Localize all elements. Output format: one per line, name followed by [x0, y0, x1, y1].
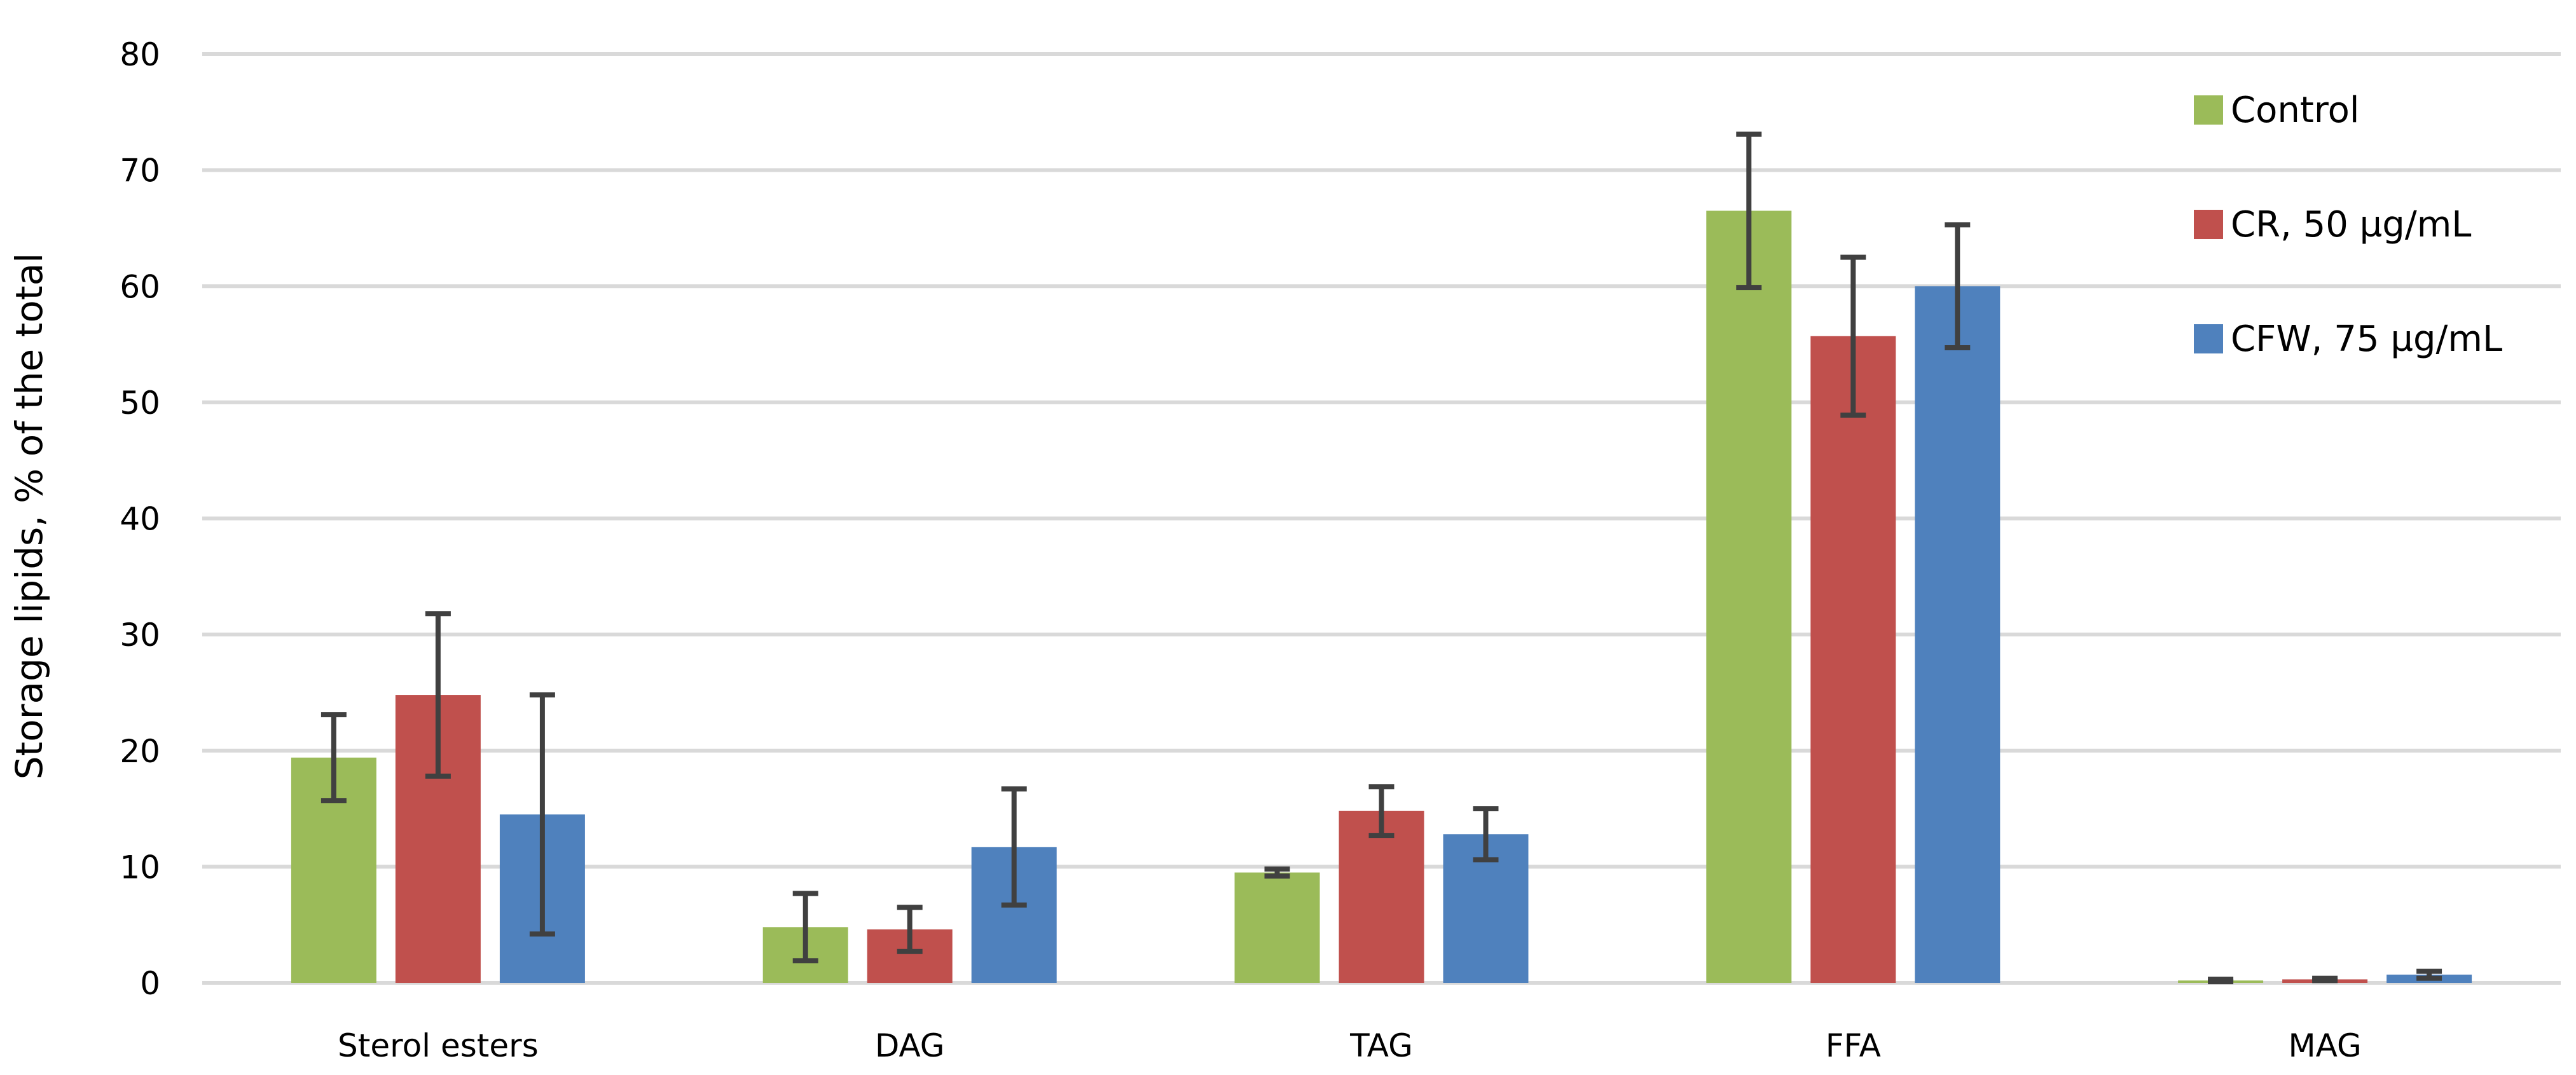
error-bar — [425, 611, 451, 779]
error-bar — [792, 891, 818, 964]
legend-entry: CFW, 75 µg/mL — [2194, 318, 2502, 360]
y-tick-label: 60 — [120, 268, 160, 305]
error-bar — [1840, 254, 1866, 418]
y-tick-label: 10 — [120, 849, 160, 886]
error-bar — [1945, 222, 1971, 351]
y-axis-title: Storage lipids, % of the total — [8, 253, 51, 780]
x-category-label: TAG — [1349, 1027, 1413, 1064]
y-tick-label: 0 — [140, 965, 160, 1002]
bar — [1706, 210, 1792, 983]
legend-swatch — [2194, 210, 2223, 239]
x-axis-categories: Sterol esters DAG TAG FFA MAG — [338, 1027, 2362, 1064]
bars — [291, 210, 2472, 983]
legend-entry: Control — [2194, 90, 2359, 131]
y-axis-ticks: 0 10 20 30 40 50 60 70 80 — [120, 36, 160, 1002]
x-category-label: MAG — [2288, 1027, 2361, 1064]
y-tick-label: 50 — [120, 385, 160, 421]
legend-swatch — [2194, 95, 2223, 125]
error-bar — [529, 692, 555, 937]
x-category-label: FFA — [1826, 1027, 1881, 1064]
y-tick-label: 30 — [120, 617, 160, 654]
error-bars — [320, 132, 2442, 985]
error-bar — [2312, 975, 2338, 983]
x-category-label: Sterol esters — [338, 1027, 539, 1064]
x-category-label: DAG — [875, 1027, 945, 1064]
gridlines — [202, 52, 2561, 985]
legend: Control CR, 50 µg/mL CFW, 75 µg/mL — [2194, 90, 2502, 360]
y-tick-label: 70 — [120, 153, 160, 189]
error-bar — [1736, 132, 1762, 291]
error-bar — [1001, 786, 1027, 908]
y-tick-label: 20 — [120, 733, 160, 770]
error-bar — [1473, 806, 1499, 863]
bar — [1915, 286, 2001, 983]
legend-label: Control — [2231, 90, 2359, 131]
y-tick-label: 80 — [120, 36, 160, 73]
bar — [1339, 811, 1424, 983]
legend-entry: CR, 50 µg/mL — [2194, 204, 2471, 245]
bar — [1234, 872, 1320, 983]
legend-swatch — [2194, 324, 2223, 353]
error-bar — [2416, 968, 2442, 981]
legend-label: CR, 50 µg/mL — [2231, 204, 2471, 245]
legend-label: CFW, 75 µg/mL — [2231, 318, 2502, 360]
y-tick-label: 40 — [120, 501, 160, 538]
error-bar — [2208, 976, 2234, 985]
error-bar — [1264, 866, 1290, 879]
bar — [1810, 336, 1896, 983]
error-bar — [1368, 784, 1395, 839]
error-bar — [897, 905, 923, 954]
error-bar — [320, 712, 347, 804]
